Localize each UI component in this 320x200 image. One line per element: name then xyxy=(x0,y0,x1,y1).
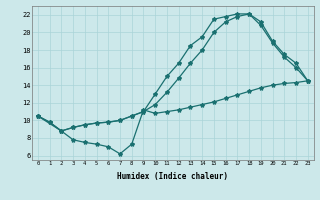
X-axis label: Humidex (Indice chaleur): Humidex (Indice chaleur) xyxy=(117,172,228,181)
